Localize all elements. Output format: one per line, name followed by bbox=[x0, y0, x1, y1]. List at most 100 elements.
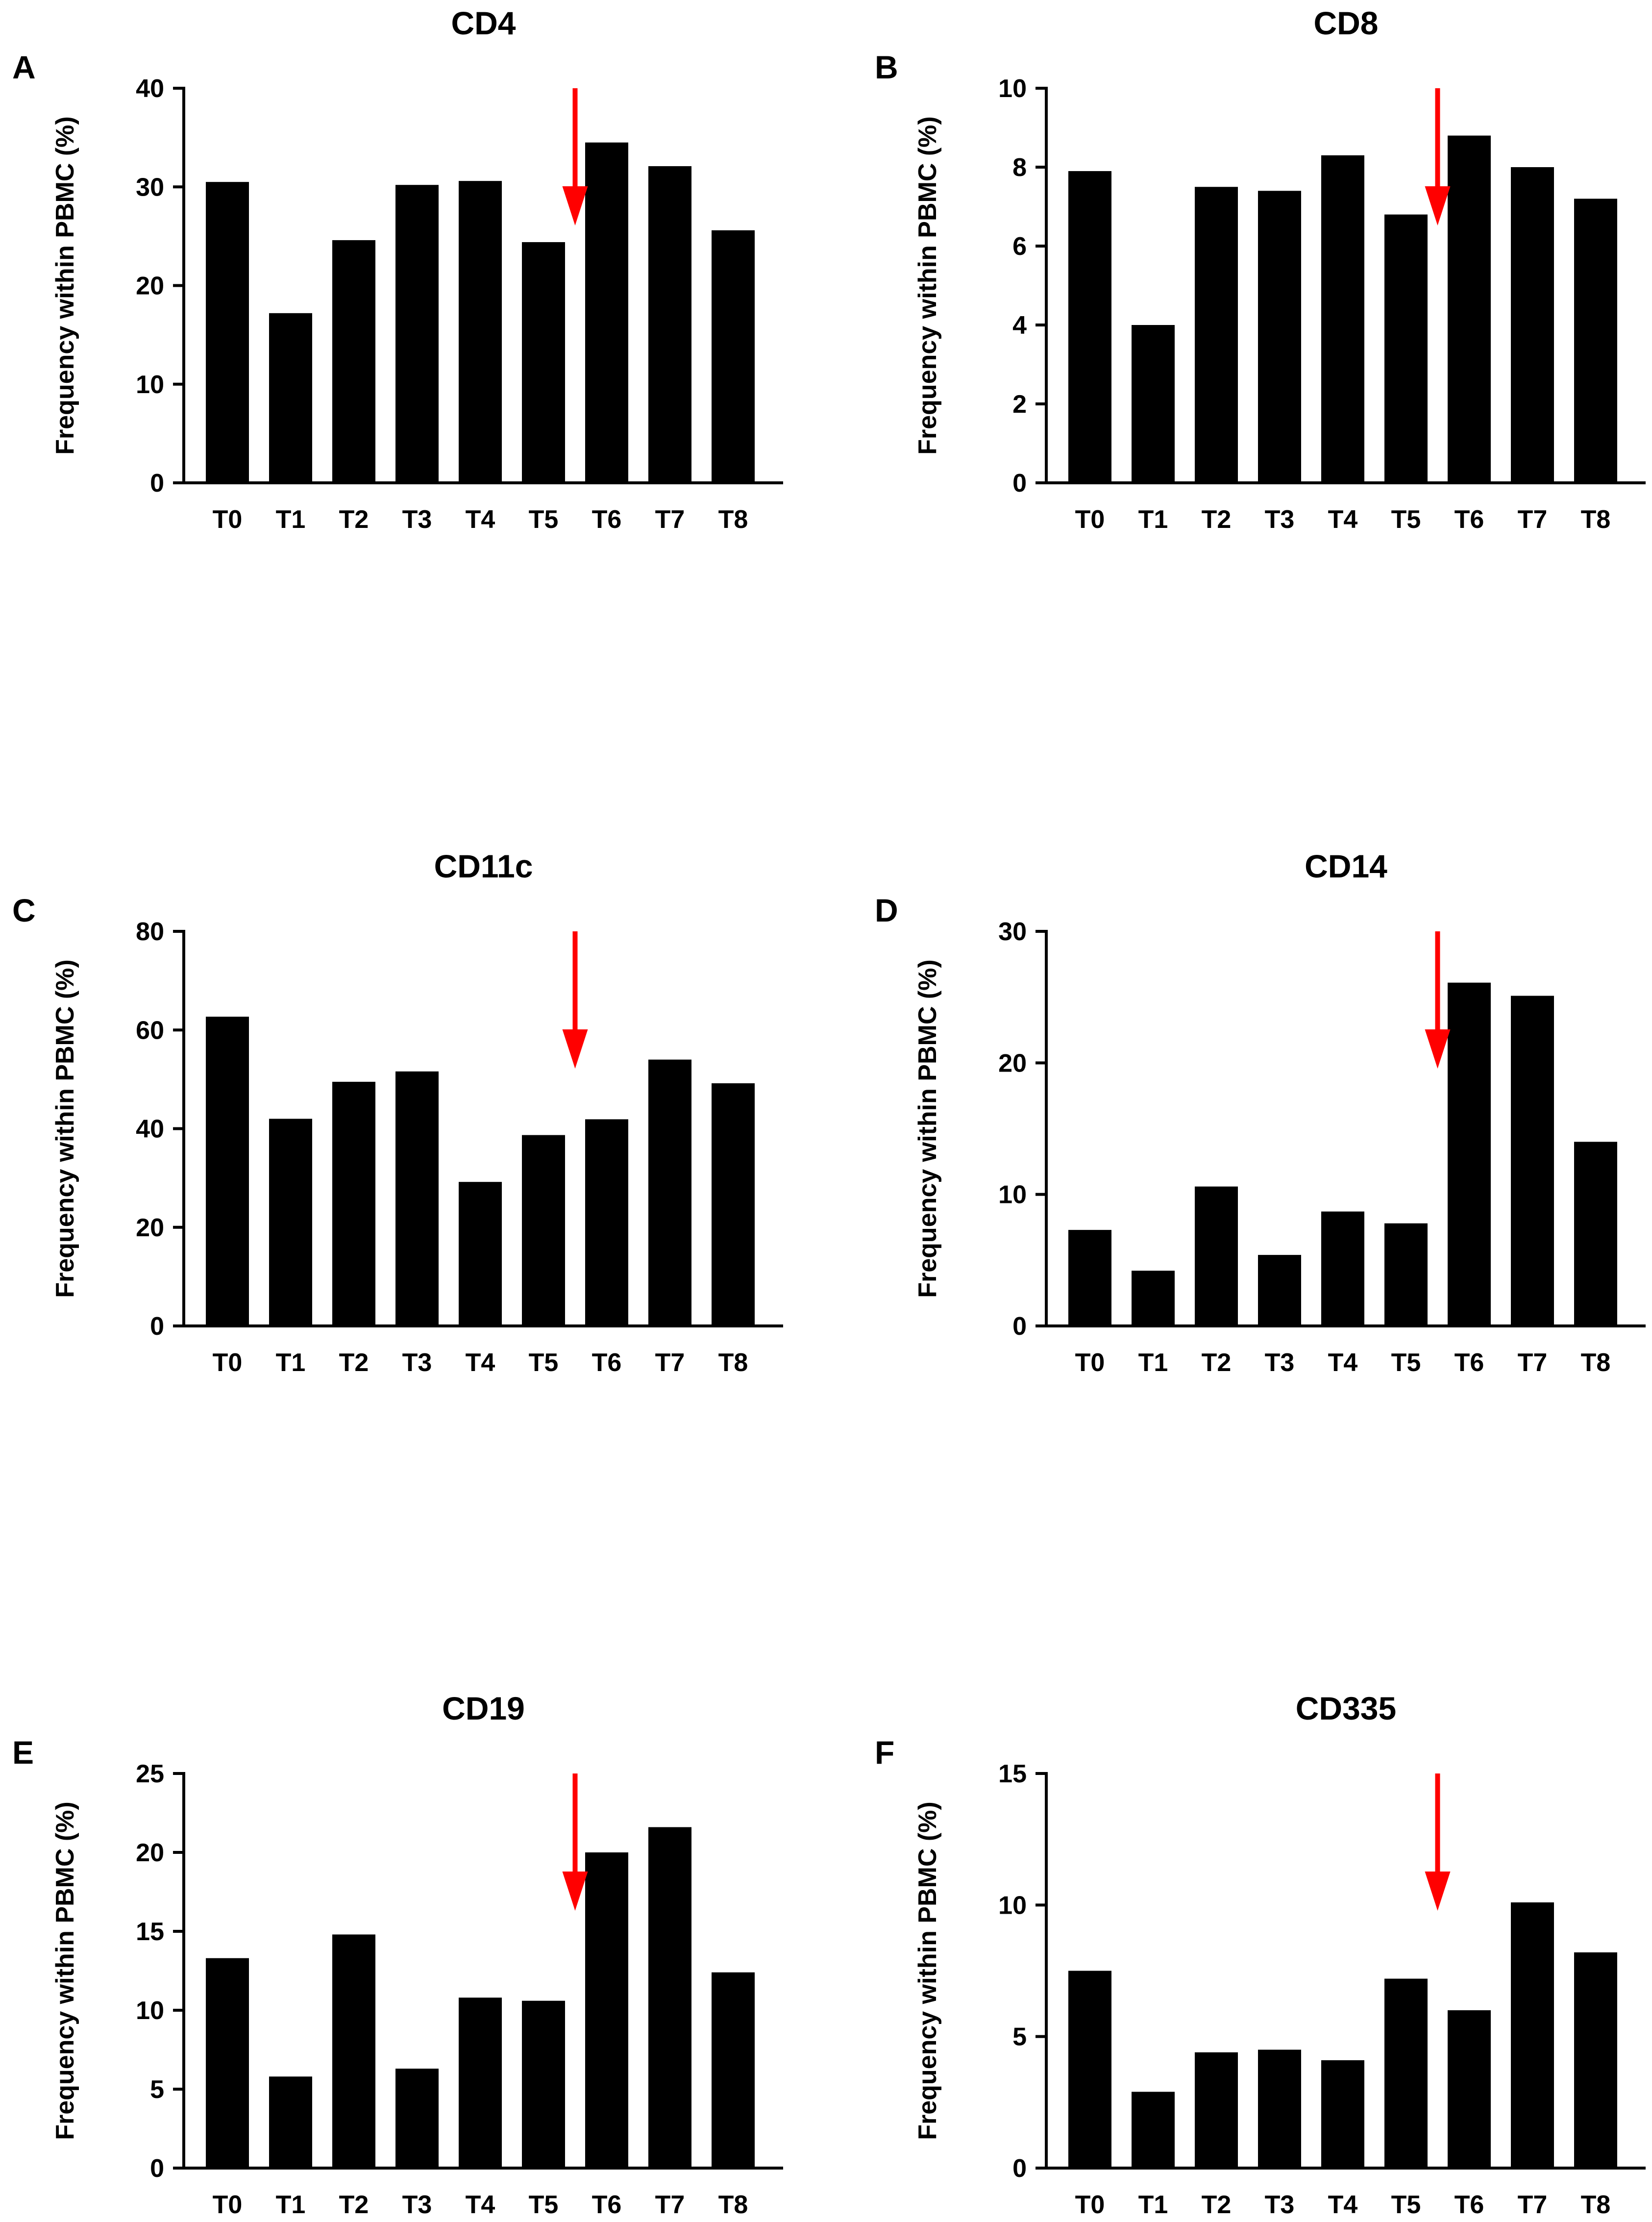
bar-t6 bbox=[1448, 982, 1491, 1326]
y-axis-label: Frequency within PBMC (%) bbox=[51, 959, 79, 1298]
bar-t2 bbox=[332, 1934, 375, 2168]
x-tick-label: T2 bbox=[339, 1348, 369, 1377]
arrow-head bbox=[1425, 186, 1451, 225]
bar-t7 bbox=[1511, 1902, 1554, 2168]
bar-t3 bbox=[1258, 2049, 1301, 2168]
x-tick-label: T1 bbox=[1138, 505, 1168, 534]
y-tick-label: 40 bbox=[136, 75, 164, 103]
y-tick-label: 15 bbox=[998, 1760, 1027, 1788]
x-tick-label: T5 bbox=[529, 1348, 559, 1377]
x-tick-label: T4 bbox=[1328, 505, 1358, 534]
chart-panel-b: B CD8 Frequency within PBMC (%) 0 2 4 6 8 10 T0 T1… bbox=[875, 5, 1646, 534]
y-axis-label: Frequency within PBMC (%) bbox=[913, 1801, 942, 2140]
bar-t6 bbox=[585, 1119, 628, 1326]
x-tick-label: T8 bbox=[718, 2191, 748, 2219]
bar-t7 bbox=[1511, 996, 1554, 1326]
bar-t0 bbox=[206, 182, 249, 483]
x-tick-label: T5 bbox=[1391, 1348, 1421, 1377]
x-tick-label: T3 bbox=[1265, 2191, 1295, 2219]
bar-t4 bbox=[1321, 2060, 1364, 2168]
y-axis-label: Frequency within PBMC (%) bbox=[51, 1801, 79, 2140]
x-tick-label: T7 bbox=[1518, 2191, 1548, 2219]
bar-t3 bbox=[395, 1071, 439, 1326]
x-tick-label: T5 bbox=[1391, 505, 1421, 534]
y-tick-label: 0 bbox=[150, 2154, 164, 2183]
y-tick-label: 0 bbox=[150, 469, 164, 498]
y-tick-label: 25 bbox=[136, 1760, 164, 1788]
y-tick-label: 10 bbox=[136, 1997, 164, 2025]
bar-t2 bbox=[1195, 1186, 1238, 1326]
chart-title: CD335 bbox=[1296, 1690, 1396, 1726]
x-tick-label: T4 bbox=[1328, 1348, 1358, 1377]
panel-letter: D bbox=[875, 892, 898, 928]
y-tick-label: 10 bbox=[998, 1891, 1027, 1920]
x-tick-label: T4 bbox=[1328, 2191, 1358, 2219]
x-tick-label: T8 bbox=[1581, 1348, 1611, 1377]
bar-t7 bbox=[648, 166, 691, 483]
x-tick-label: T3 bbox=[402, 2191, 432, 2219]
y-tick-label: 0 bbox=[1012, 1312, 1027, 1341]
x-tick-label: T7 bbox=[1518, 1348, 1548, 1377]
y-tick-label: 15 bbox=[136, 1918, 164, 1946]
bar-t3 bbox=[395, 185, 439, 483]
x-tick-label: T2 bbox=[1202, 1348, 1232, 1377]
x-tick-label: T1 bbox=[1138, 2191, 1168, 2219]
y-tick-label: 30 bbox=[998, 918, 1027, 946]
bar-t6 bbox=[1448, 2010, 1491, 2168]
bar-t2 bbox=[1195, 2052, 1238, 2168]
bar-t2 bbox=[332, 240, 375, 483]
bar-t1 bbox=[1132, 2092, 1175, 2168]
x-tick-label: T1 bbox=[276, 1348, 306, 1377]
y-tick-label: 20 bbox=[136, 272, 164, 300]
x-tick-label: T4 bbox=[466, 505, 495, 534]
y-axis-label: Frequency within PBMC (%) bbox=[51, 116, 79, 454]
panel-letter: B bbox=[875, 49, 898, 85]
arrow-head bbox=[1425, 1872, 1451, 1911]
x-tick-label: T3 bbox=[1265, 505, 1295, 534]
bar-t6 bbox=[585, 1852, 628, 2168]
x-tick-label: T5 bbox=[529, 2191, 559, 2219]
x-tick-label: T7 bbox=[655, 505, 685, 534]
x-tick-label: T7 bbox=[1518, 505, 1548, 534]
x-tick-label: T5 bbox=[529, 505, 559, 534]
bar-t0 bbox=[206, 1958, 249, 2168]
bar-t5 bbox=[1384, 1223, 1428, 1326]
bar-t1 bbox=[1132, 325, 1175, 483]
x-tick-label: T1 bbox=[1138, 1348, 1168, 1377]
panel-letter: E bbox=[12, 1734, 34, 1771]
bar-t7 bbox=[1511, 167, 1554, 483]
bar-t5 bbox=[1384, 214, 1428, 483]
x-tick-label: T7 bbox=[655, 2191, 685, 2219]
x-tick-label: T7 bbox=[655, 1348, 685, 1377]
chart-title: CD14 bbox=[1305, 848, 1387, 884]
y-tick-label: 5 bbox=[150, 2075, 164, 2104]
x-tick-label: T8 bbox=[718, 505, 748, 534]
chart-title: CD11c bbox=[434, 848, 533, 884]
x-tick-label: T2 bbox=[339, 505, 369, 534]
bar-t8 bbox=[1574, 1142, 1617, 1326]
y-axis-label: Frequency within PBMC (%) bbox=[913, 959, 942, 1298]
arrow-head bbox=[562, 1029, 588, 1069]
bar-t6 bbox=[1448, 135, 1491, 483]
x-tick-label: T2 bbox=[1202, 505, 1232, 534]
x-tick-label: T6 bbox=[592, 1348, 622, 1377]
y-tick-label: 4 bbox=[1012, 311, 1027, 340]
chart-title: CD8 bbox=[1313, 5, 1378, 41]
x-tick-label: T3 bbox=[402, 505, 432, 534]
bar-t4 bbox=[1321, 155, 1364, 483]
bar-t8 bbox=[1574, 1952, 1617, 2168]
y-tick-label: 0 bbox=[150, 1312, 164, 1341]
x-tick-label: T6 bbox=[592, 505, 622, 534]
bar-t4 bbox=[1321, 1211, 1364, 1326]
chart-panel-a: A CD4 Frequency within PBMC (%) 0 10 20 30 40 T0… bbox=[12, 5, 783, 534]
x-tick-label: T2 bbox=[1202, 2191, 1232, 2219]
x-tick-label: T8 bbox=[1581, 505, 1611, 534]
bar-t8 bbox=[1574, 199, 1617, 483]
bar-t1 bbox=[269, 313, 312, 483]
bar-t5 bbox=[522, 242, 565, 483]
bar-t4 bbox=[459, 1182, 502, 1326]
x-tick-label: T3 bbox=[1265, 1348, 1295, 1377]
panel-letter: C bbox=[12, 892, 36, 928]
bar-t0 bbox=[1068, 171, 1111, 483]
